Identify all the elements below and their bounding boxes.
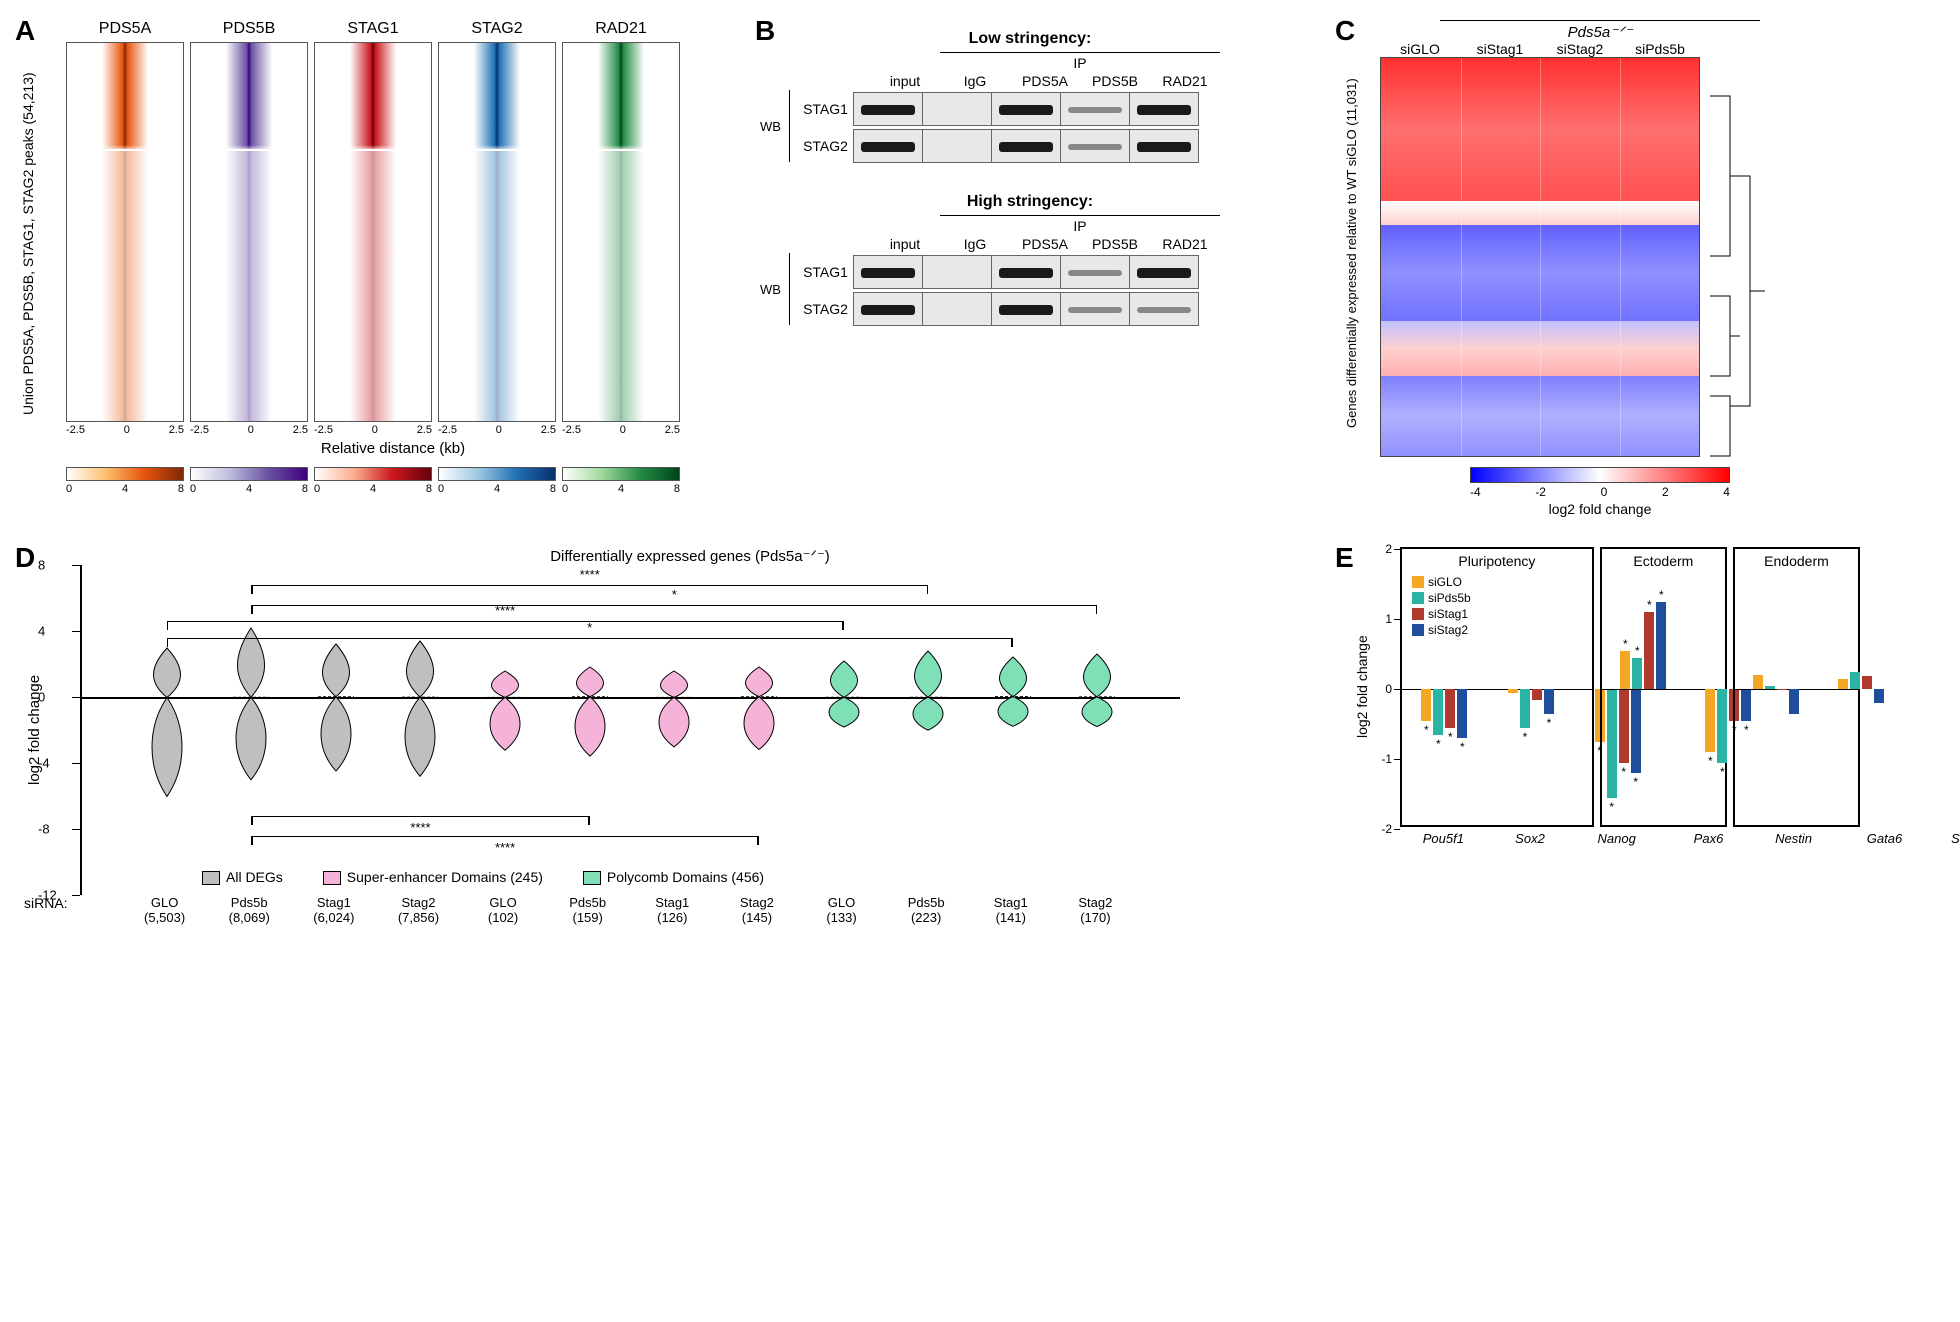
panel-d-ylabel: log2 fold change	[26, 565, 43, 895]
panel-b-label: B	[755, 15, 775, 47]
panel-e-label: E	[1335, 542, 1354, 574]
heatmap-tracks: PDS5A-2.502.5PDS5B-2.502.5STAG1-2.502.5S…	[66, 20, 720, 436]
bar	[1717, 689, 1727, 763]
blot-lane	[1129, 292, 1199, 326]
heatmap-body	[438, 42, 556, 422]
bar	[1777, 689, 1787, 690]
stringency-title: Low stringency:	[760, 30, 1300, 48]
panel-d-title: Differentially expressed genes (Pds5a⁻ᐟ⁻…	[80, 547, 1300, 565]
bar	[1705, 689, 1715, 752]
violin	[900, 651, 956, 730]
track-title: STAG2	[471, 20, 522, 38]
panel-c: C Genes differentially expressed relativ…	[1340, 20, 1860, 517]
blot-lane	[853, 292, 923, 326]
violin	[223, 628, 279, 780]
violin	[1069, 654, 1125, 727]
violin-plot: log2 fold change -12-8-4048	[80, 565, 1180, 895]
figure: A Union PDS5A, PDS5B, STAG1, STAG2 peaks…	[20, 20, 1940, 939]
blot-lane	[922, 92, 992, 126]
track-title: PDS5B	[223, 20, 275, 38]
bar	[1532, 689, 1542, 700]
heatmap-body	[66, 42, 184, 422]
panel-e-xlabels: Pou5f1Sox2NanogPax6NestinGata6Sox17	[1400, 827, 1960, 851]
track-title: STAG1	[347, 20, 398, 38]
bar	[1445, 689, 1455, 728]
bar	[1632, 658, 1642, 690]
blot-lane	[1129, 92, 1199, 126]
panel-c-header: Pds5a⁻ᐟ⁻	[1340, 23, 1860, 41]
bar	[1862, 676, 1872, 689]
blot-lane	[853, 129, 923, 163]
blot-lane	[991, 92, 1061, 126]
violin	[308, 644, 364, 771]
blot-lane	[1060, 92, 1130, 126]
bar	[1433, 689, 1443, 735]
violin	[646, 671, 702, 747]
blot-lane	[1060, 292, 1130, 326]
bar	[1421, 689, 1431, 721]
blot-lane	[853, 92, 923, 126]
panel-c-cbar-label: log2 fold change	[1470, 501, 1730, 517]
subplot: Endoderm	[1733, 547, 1860, 827]
panel-c-label: C	[1335, 15, 1355, 47]
violin	[816, 661, 872, 727]
subplot: Ectoderm********	[1600, 547, 1727, 827]
panel-e: E Pluripotencylog2 fold change-2-1012siG…	[1340, 547, 1860, 939]
stringency-title: High stringency:	[760, 193, 1300, 211]
bar	[1789, 689, 1799, 714]
violin	[731, 667, 787, 750]
colorbars: 048048048048048	[66, 467, 720, 495]
panel-c-heatmap	[1380, 57, 1700, 457]
panel-a: A Union PDS5A, PDS5B, STAG1, STAG2 peaks…	[20, 20, 720, 517]
bar	[1850, 672, 1860, 690]
blot-lane	[1129, 255, 1199, 289]
blot-lane	[991, 255, 1061, 289]
violin	[392, 641, 448, 776]
blot-lane	[1129, 129, 1199, 163]
bar	[1544, 689, 1554, 714]
blot-lane	[991, 129, 1061, 163]
bar	[1765, 686, 1775, 690]
bar	[1874, 689, 1884, 703]
panel-d-legend: All DEGsSuper-enhancer Domains (245)Poly…	[202, 869, 764, 885]
violin	[985, 657, 1041, 726]
blot-lane	[922, 292, 992, 326]
track-title: RAD21	[595, 20, 647, 38]
bar	[1508, 689, 1518, 693]
bar	[1520, 689, 1530, 728]
bar	[1644, 612, 1654, 689]
track-title: PDS5A	[99, 20, 151, 38]
violin	[139, 648, 195, 797]
heatmap-body	[190, 42, 308, 422]
blot-lane	[1060, 255, 1130, 289]
blot-lane	[1060, 129, 1130, 163]
bar	[1838, 679, 1848, 690]
bar	[1753, 675, 1763, 689]
panel-d-xlabels: GLO(5,503)Pds5b(8,069)Stag1(6,024)Stag2(…	[80, 895, 1180, 939]
blot-lane	[991, 292, 1061, 326]
heatmap-body	[562, 42, 680, 422]
panel-c-columns: siGLOsiStag1siStag2siPds5b	[1380, 41, 1860, 57]
bar	[1656, 602, 1666, 690]
panel-b: B Low stringency:IPinputIgGPDS5APDS5BRAD…	[760, 20, 1300, 517]
panel-d: D Differentially expressed genes (Pds5a⁻…	[20, 547, 1300, 939]
blot-lane	[922, 255, 992, 289]
bar-subplots: Pluripotencylog2 fold change-2-1012siGLO…	[1400, 547, 1860, 827]
bar	[1620, 651, 1630, 690]
blot-lane	[853, 255, 923, 289]
panel-a-label: A	[15, 15, 35, 47]
subplot: Pluripotencylog2 fold change-2-1012siGLO…	[1400, 547, 1594, 827]
western-blots: Low stringency:IPinputIgGPDS5APDS5BRAD21…	[760, 30, 1300, 326]
panel-e-legend: siGLOsiPds5bsiStag1siStag2	[1412, 575, 1471, 639]
panel-c-colorbar: -4-2024 log2 fold change	[1470, 467, 1730, 517]
panel-c-ylabel: Genes differentially expressed relative …	[1344, 50, 1374, 457]
dendrogram-icon	[1710, 76, 1770, 476]
heatmap-body	[314, 42, 432, 422]
panel-a-ylabel: Union PDS5A, PDS5B, STAG1, STAG2 peaks (…	[20, 60, 60, 427]
bar	[1457, 689, 1467, 738]
violin	[477, 671, 533, 750]
violin	[562, 667, 618, 756]
blot-lane	[922, 129, 992, 163]
panel-a-xlabel: Relative distance (kb)	[66, 440, 720, 457]
